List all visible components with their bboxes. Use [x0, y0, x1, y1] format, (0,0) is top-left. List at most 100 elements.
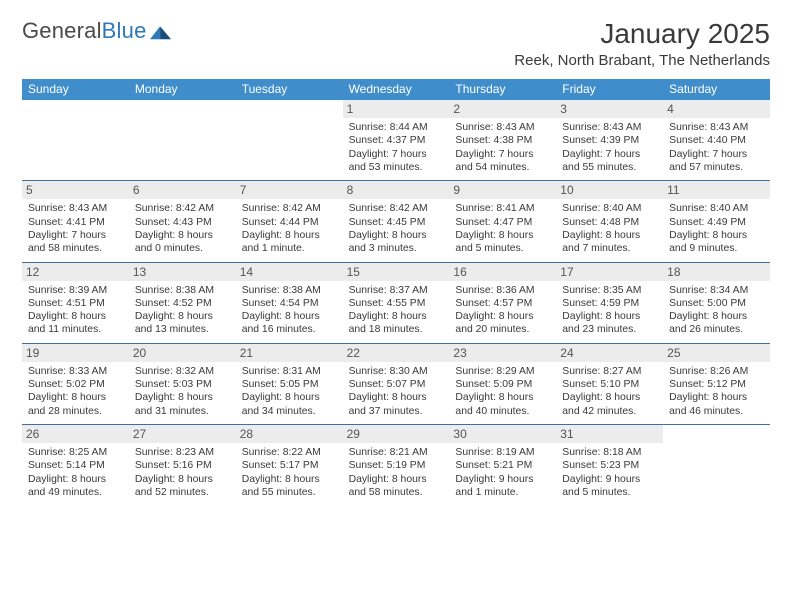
day-number: 3: [556, 100, 663, 118]
day-number: 17: [556, 263, 663, 281]
calendar-cell: 21Sunrise: 8:31 AMSunset: 5:05 PMDayligh…: [236, 344, 343, 424]
detail-line: Daylight: 8 hours: [28, 391, 123, 404]
calendar-week: 19 Sunrise: 8:33 AMSunset: 5:02 PMDayligh…: [22, 343, 770, 424]
calendar-cell: 10Sunrise: 8:40 AMSunset: 4:48 PMDayligh…: [556, 181, 663, 261]
detail-line: and 57 minutes.: [669, 161, 764, 174]
day-details: Sunrise: 8:43 AMSunset: 4:39 PMDaylight:…: [562, 121, 657, 174]
detail-line: Sunset: 4:55 PM: [349, 297, 444, 310]
day-details: Sunrise: 8:33 AMSunset: 5:02 PMDaylight:…: [28, 365, 123, 418]
detail-line: and 11 minutes.: [28, 323, 123, 336]
day-number: 6: [129, 181, 236, 199]
day-number: 31: [556, 425, 663, 443]
detail-line: Daylight: 8 hours: [135, 310, 230, 323]
detail-line: Sunrise: 8:25 AM: [28, 446, 123, 459]
calendar-cell: 24Sunrise: 8:27 AMSunset: 5:10 PMDayligh…: [556, 344, 663, 424]
detail-line: Daylight: 8 hours: [562, 310, 657, 323]
logo-text: GeneralBlue: [22, 18, 147, 44]
day-details: Sunrise: 8:31 AMSunset: 5:05 PMDaylight:…: [242, 365, 337, 418]
day-number: 1: [343, 100, 450, 118]
detail-line: Sunset: 5:07 PM: [349, 378, 444, 391]
detail-line: and 46 minutes.: [669, 405, 764, 418]
detail-line: Daylight: 8 hours: [669, 229, 764, 242]
day-number: 16: [449, 263, 556, 281]
calendar-cell: 27 Sunrise: 8:23 AMSunset: 5:16 PMDayligh…: [129, 425, 236, 505]
detail-line: Sunrise: 8:37 AM: [349, 284, 444, 297]
day-details: Sunrise: 8:18 AMSunset: 5:23 PMDaylight:…: [562, 446, 657, 499]
detail-line: Sunset: 4:48 PM: [562, 216, 657, 229]
calendar-cell: 11Sunrise: 8:40 AMSunset: 4:49 PMDayligh…: [663, 181, 770, 261]
calendar-cell: 5 Sunrise: 8:43 AMSunset: 4:41 PMDaylight…: [22, 181, 129, 261]
calendar-cell: 30Sunrise: 8:19 AMSunset: 5:21 PMDayligh…: [449, 425, 556, 505]
day-number: 7: [236, 181, 343, 199]
day-number: 25: [663, 344, 770, 362]
day-number: 19: [22, 344, 129, 362]
detail-line: and 5 minutes.: [562, 486, 657, 499]
detail-line: Sunset: 4:54 PM: [242, 297, 337, 310]
detail-line: Daylight: 7 hours: [562, 148, 657, 161]
detail-line: and 5 minutes.: [455, 242, 550, 255]
day-number: 5: [22, 181, 129, 199]
detail-line: Daylight: 8 hours: [135, 229, 230, 242]
day-details: Sunrise: 8:27 AMSunset: 5:10 PMDaylight:…: [562, 365, 657, 418]
detail-line: Sunrise: 8:27 AM: [562, 365, 657, 378]
calendar-cell: 31 Sunrise: 8:18 AMSunset: 5:23 PMDayligh…: [556, 425, 663, 505]
day-details: Sunrise: 8:29 AMSunset: 5:09 PMDaylight:…: [455, 365, 550, 418]
detail-line: Sunset: 5:14 PM: [28, 459, 123, 472]
detail-line: Sunrise: 8:23 AM: [135, 446, 230, 459]
detail-line: Sunrise: 8:22 AM: [242, 446, 337, 459]
calendar-cell: 25Sunrise: 8:26 AMSunset: 5:12 PMDayligh…: [663, 344, 770, 424]
detail-line: Daylight: 8 hours: [349, 473, 444, 486]
detail-line: Daylight: 7 hours: [669, 148, 764, 161]
detail-line: Daylight: 8 hours: [242, 229, 337, 242]
detail-line: Sunrise: 8:42 AM: [349, 202, 444, 215]
detail-line: Sunrise: 8:18 AM: [562, 446, 657, 459]
calendar-cell: .: [663, 425, 770, 505]
detail-line: Daylight: 7 hours: [349, 148, 444, 161]
detail-line: Sunset: 4:44 PM: [242, 216, 337, 229]
calendar-cell: .: [129, 100, 236, 180]
day-number: 22: [343, 344, 450, 362]
detail-line: and 13 minutes.: [135, 323, 230, 336]
calendar-cell: 8Sunrise: 8:42 AMSunset: 4:45 PMDaylight…: [343, 181, 450, 261]
detail-line: Sunrise: 8:43 AM: [455, 121, 550, 134]
calendar-cell: 28Sunrise: 8:22 AMSunset: 5:17 PMDayligh…: [236, 425, 343, 505]
calendar-cell: 29Sunrise: 8:21 AMSunset: 5:19 PMDayligh…: [343, 425, 450, 505]
detail-line: Sunset: 4:37 PM: [349, 134, 444, 147]
detail-line: and 52 minutes.: [135, 486, 230, 499]
detail-line: and 54 minutes.: [455, 161, 550, 174]
day-details: Sunrise: 8:43 AMSunset: 4:38 PMDaylight:…: [455, 121, 550, 174]
detail-line: Sunrise: 8:36 AM: [455, 284, 550, 297]
detail-line: and 1 minute.: [242, 242, 337, 255]
detail-line: Sunset: 5:19 PM: [349, 459, 444, 472]
day-number: 10: [556, 181, 663, 199]
day-details: Sunrise: 8:32 AMSunset: 5:03 PMDaylight:…: [135, 365, 230, 418]
detail-line: Daylight: 8 hours: [349, 391, 444, 404]
detail-line: Sunrise: 8:42 AM: [242, 202, 337, 215]
detail-line: and 53 minutes.: [349, 161, 444, 174]
detail-line: Sunset: 4:38 PM: [455, 134, 550, 147]
day-header-saturday: Saturday: [663, 79, 770, 100]
day-number: 27: [129, 425, 236, 443]
day-details: Sunrise: 8:34 AMSunset: 5:00 PMDaylight:…: [669, 284, 764, 337]
detail-line: Sunrise: 8:40 AM: [669, 202, 764, 215]
detail-line: Sunrise: 8:38 AM: [135, 284, 230, 297]
detail-line: and 55 minutes.: [562, 161, 657, 174]
detail-line: and 9 minutes.: [669, 242, 764, 255]
logo-mark-icon: [150, 22, 172, 40]
detail-line: Sunrise: 8:32 AM: [135, 365, 230, 378]
day-details: Sunrise: 8:23 AMSunset: 5:16 PMDaylight:…: [135, 446, 230, 499]
detail-line: Daylight: 7 hours: [455, 148, 550, 161]
day-details: Sunrise: 8:42 AMSunset: 4:43 PMDaylight:…: [135, 202, 230, 255]
day-details: Sunrise: 8:43 AMSunset: 4:41 PMDaylight:…: [28, 202, 123, 255]
calendar-cell: 12Sunrise: 8:39 AMSunset: 4:51 PMDayligh…: [22, 263, 129, 343]
detail-line: Sunrise: 8:26 AM: [669, 365, 764, 378]
calendar-cell: 9Sunrise: 8:41 AMSunset: 4:47 PMDaylight…: [449, 181, 556, 261]
day-number: 13: [129, 263, 236, 281]
day-details: Sunrise: 8:35 AMSunset: 4:59 PMDaylight:…: [562, 284, 657, 337]
day-number: 26: [22, 425, 129, 443]
day-details: Sunrise: 8:42 AMSunset: 4:44 PMDaylight:…: [242, 202, 337, 255]
detail-line: Sunrise: 8:43 AM: [669, 121, 764, 134]
day-number: 12: [22, 263, 129, 281]
detail-line: Sunset: 5:16 PM: [135, 459, 230, 472]
day-number: 20: [129, 344, 236, 362]
